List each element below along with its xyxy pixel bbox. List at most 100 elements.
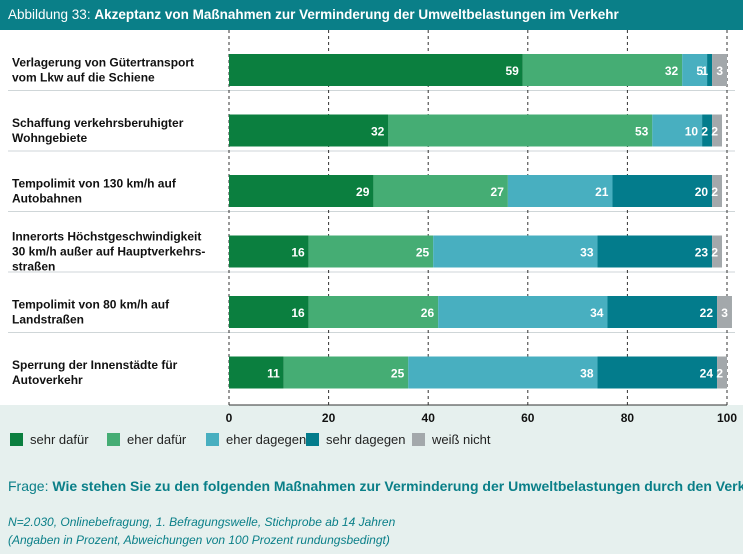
category-label: Verlagerung von Gütertransport [12,56,194,70]
category-label: Sperrung der Innenstädte für [12,358,178,372]
bar-segment [229,296,309,328]
data-label: 16 [291,306,305,320]
bar-segment [597,235,713,268]
survey-question: Frage: Wie stehen Sie zu den folgenden M… [8,478,743,494]
question-label: Frage: [8,478,49,494]
legend-swatch [412,433,425,446]
legend-swatch [306,433,319,446]
x-tick-label: 80 [621,411,635,425]
bar-segment [433,235,598,268]
legend-label: eher dafür [127,432,187,447]
figure-header: Abbildung 33: Akzeptanz von Maßnahmen zu… [0,0,743,30]
bar-segment [612,175,713,207]
legend-swatch [10,433,23,446]
data-label: 11 [267,367,280,381]
bar-segment [712,114,723,147]
data-label: 59 [505,64,519,78]
bar-segment [682,54,708,86]
data-label: 2 [716,367,723,381]
plot-background [0,30,743,405]
x-tick-label: 20 [322,411,336,425]
data-label: 26 [421,306,435,320]
bar-segment [438,296,608,328]
x-tick-label: 60 [521,411,535,425]
data-label: 2 [711,185,718,199]
data-label: 3 [721,306,728,320]
bar-segment [717,356,727,389]
data-label: 34 [590,306,604,320]
legend-label: weiß nicht [432,432,491,447]
legend-label: sehr dafür [30,432,89,447]
legend-item: eher dagegen [206,432,306,447]
bar-segment [229,356,284,389]
data-label: 2 [711,125,718,139]
data-label: 27 [491,185,505,199]
data-label: 3 [716,64,723,78]
data-label: 53 [635,125,649,139]
data-label: 25 [391,367,405,381]
rounding-note: (Angaben in Prozent, Abweichungen von 10… [8,533,390,547]
bar-segment [607,296,718,328]
category-label: Landstraßen [12,313,84,327]
data-label: 22 [700,306,714,320]
data-label: 16 [291,246,305,260]
category-label: Autobahnen [12,192,82,206]
bar-segment [717,296,732,328]
x-tick-label: 100 [717,411,737,425]
bar-segment [712,235,723,268]
legend-swatch [107,433,120,446]
data-label: 1 [701,64,708,78]
data-label: 25 [416,246,430,260]
x-tick-label: 0 [226,411,233,425]
bar-segment [308,296,439,328]
data-label: 23 [695,246,709,260]
bar-segment [522,54,683,86]
data-label: 5 [696,64,703,78]
data-label: 32 [371,125,385,139]
data-label: 2 [701,125,708,139]
bar-segment [712,54,727,86]
bar-segment [229,235,309,268]
bar-segment [373,175,508,207]
data-label: 38 [580,367,594,381]
bar-segment [507,175,613,207]
bar-segment [712,175,723,207]
category-label: Wohngebiete [12,131,87,145]
bar-segment [707,54,713,86]
category-label: Tempolimit von 130 km/h auf [12,177,177,191]
data-label: 21 [595,185,609,199]
data-label: 10 [685,125,699,139]
category-label: straßen [12,260,55,274]
legend-item: sehr dagegen [306,432,406,447]
bar-segment [652,114,703,147]
data-label: 2 [711,246,718,260]
legend-swatch [206,433,219,446]
category-label: Tempolimit von 80 km/h auf [12,298,170,312]
legend-item: weiß nicht [412,432,491,447]
data-label: 24 [700,367,714,381]
bar-segment [229,114,389,147]
bar-segment [408,356,598,389]
data-label: 20 [695,185,709,199]
bar-segment [229,54,523,86]
question-text: Wie stehen Sie zu den folgenden Maßnahme… [52,478,743,494]
bar-segment [229,175,374,207]
bar-segment [308,235,434,268]
legend-label: eher dagegen [226,432,307,447]
bar-segment [388,114,653,147]
legend-item: sehr dafür [10,432,89,447]
category-label: Schaffung verkehrsberuhigter [12,116,184,130]
category-label: vom Lkw auf die Schiene [12,71,155,85]
x-tick-label: 40 [422,411,436,425]
sample-note: N=2.030, Onlinebefragung, 1. Befragungsw… [8,515,396,529]
data-label: 32 [665,64,679,78]
figure-number: Abbildung 33: [8,7,91,22]
category-label: 30 km/h außer auf Hauptverkehrs- [12,245,205,259]
data-label: 33 [580,246,594,260]
category-label: Innerorts Höchstgeschwindigkeit [12,230,201,244]
bar-segment [702,114,713,147]
legend-label: sehr dagegen [326,432,406,447]
bar-segment [283,356,409,389]
legend-item: eher dafür [107,432,186,447]
